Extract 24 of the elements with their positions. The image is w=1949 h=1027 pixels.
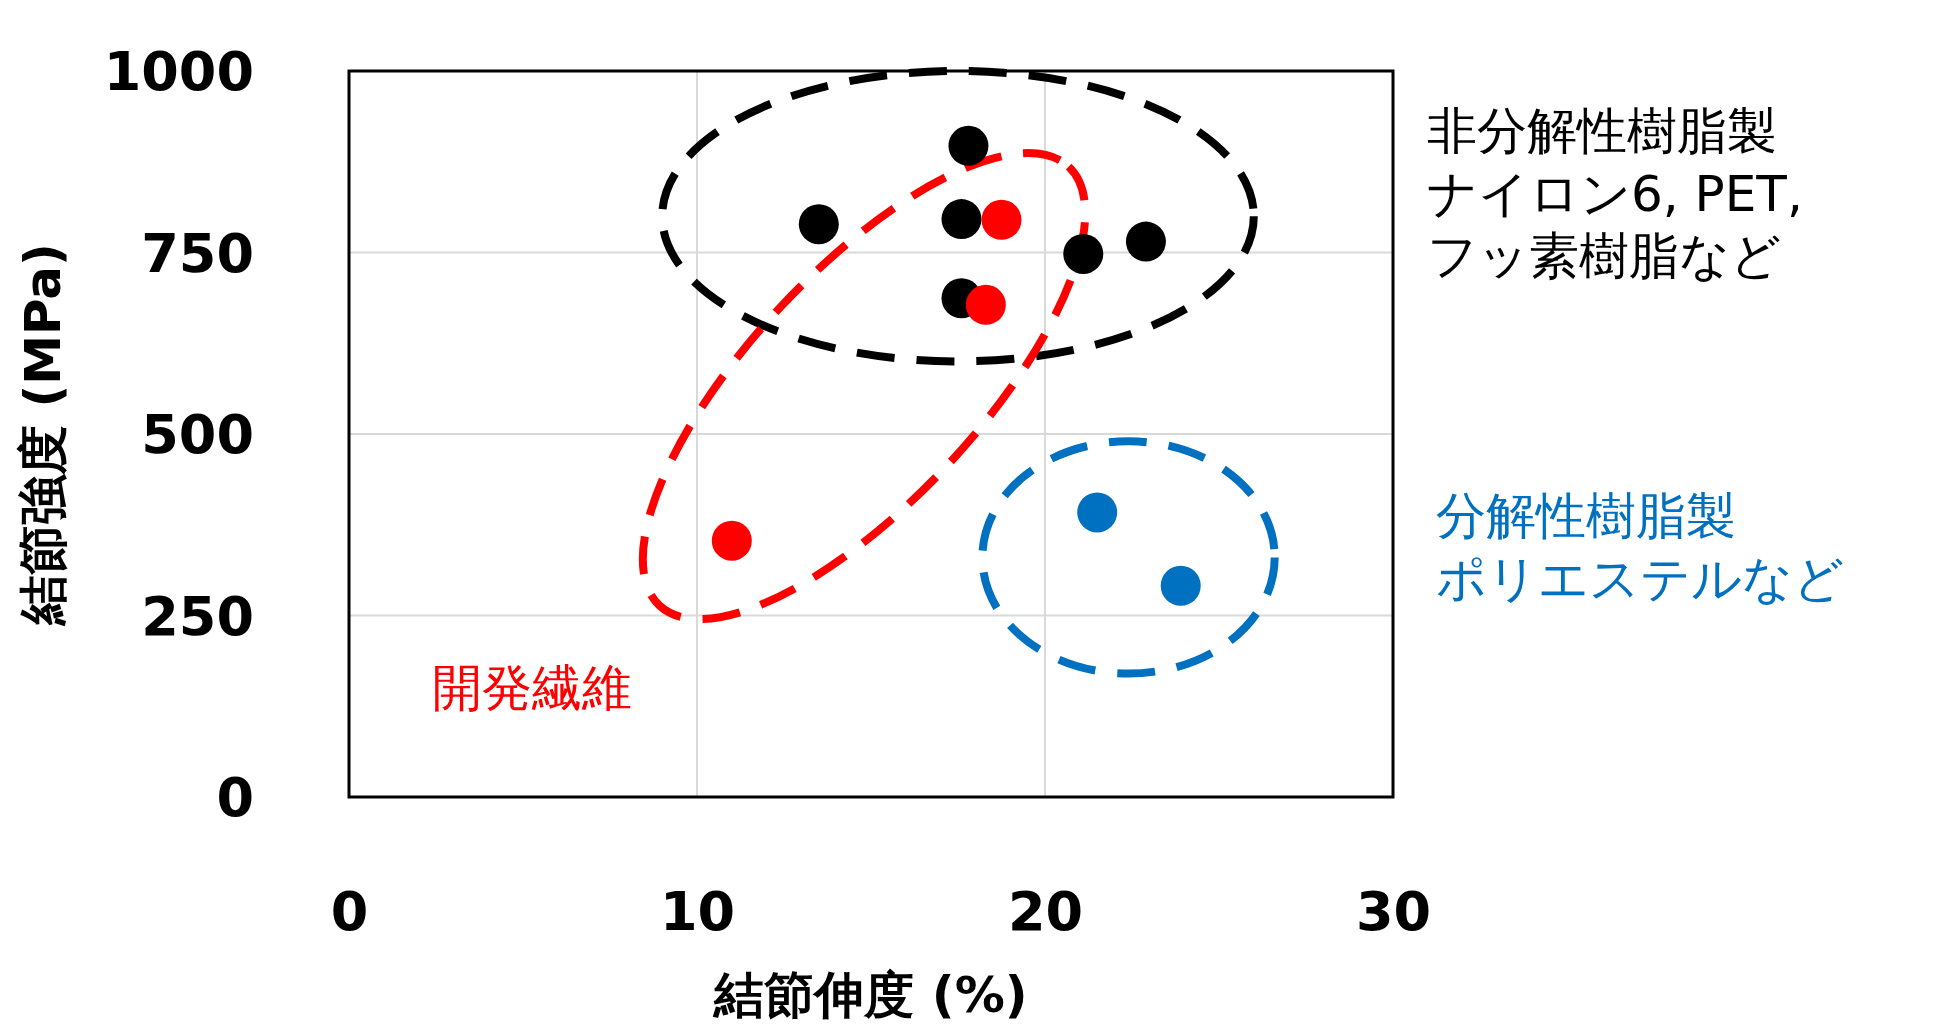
point xyxy=(941,199,982,240)
x-tick-label: 20 xyxy=(1007,880,1084,944)
point xyxy=(798,204,839,245)
point xyxy=(1063,233,1104,274)
x-axis-title: 結節伸度 (%) xyxy=(712,966,1028,1024)
text: 分解性樹脂製ポリエステルなど xyxy=(1436,487,1844,608)
x-tick-label: 0 xyxy=(330,880,369,944)
point xyxy=(1125,221,1166,262)
y-tick-label: 250 xyxy=(141,584,254,648)
x-tick-label: 30 xyxy=(1355,880,1432,944)
point xyxy=(948,125,989,166)
point xyxy=(711,520,752,561)
y-tick-label: 0 xyxy=(216,766,254,830)
point xyxy=(981,199,1022,240)
y-tick-label: 1000 xyxy=(103,40,254,104)
point xyxy=(1077,492,1118,533)
y-tick-label: 500 xyxy=(141,403,254,467)
y-axis-title: 結節強度 (MPa) xyxy=(14,243,72,627)
point xyxy=(1160,565,1201,606)
y-tick-label: 750 xyxy=(141,221,254,285)
text: 開発繊維 xyxy=(432,659,632,717)
x-tick-label: 10 xyxy=(659,880,736,944)
point xyxy=(965,284,1006,325)
text: 非分解性樹脂製ナイロン6, PET,フッ素樹脂など xyxy=(1427,102,1803,285)
